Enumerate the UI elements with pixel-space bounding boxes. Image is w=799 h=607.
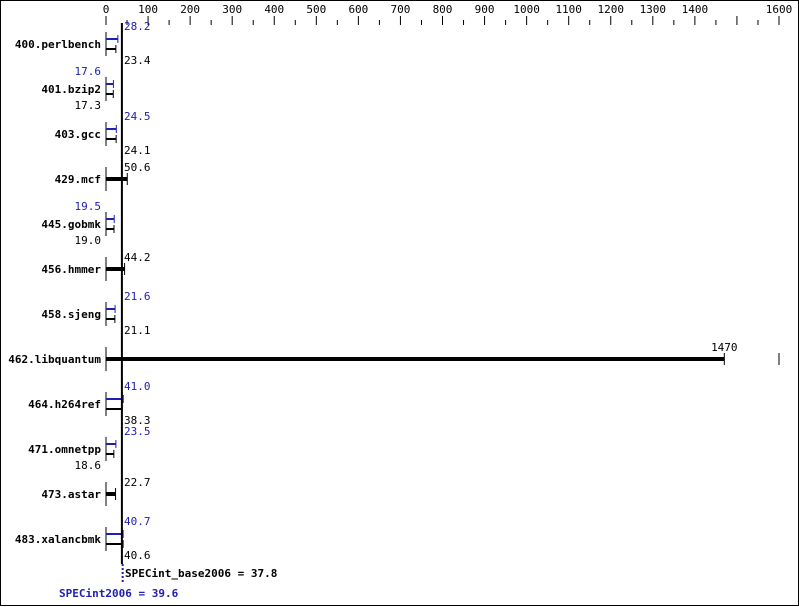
peak-value-label: 19.5 <box>75 200 102 213</box>
category-label: 401.bzip2 <box>41 83 101 96</box>
x-tick-label: 700 <box>391 3 411 16</box>
category-label: 462.libquantum <box>8 353 101 366</box>
peak-value-label: 40.7 <box>124 515 151 528</box>
base-value-label: 19.0 <box>75 234 102 247</box>
base-value-label: 23.4 <box>124 54 151 67</box>
x-tick-label: 100 <box>138 3 158 16</box>
base-value-label: 38.3 <box>124 414 151 427</box>
category-label: 403.gcc <box>55 128 101 141</box>
category-label: 483.xalancbmk <box>15 533 101 546</box>
x-tick-label: 1300 <box>640 3 667 16</box>
x-tick-label: 600 <box>348 3 368 16</box>
base-value-label: 40.6 <box>124 549 151 562</box>
category-label: 429.mcf <box>55 173 101 186</box>
category-label: 400.perlbench <box>15 38 101 51</box>
base-value-label: 24.1 <box>124 144 151 157</box>
base-value-label: 50.6 <box>124 161 151 174</box>
x-tick-label: 500 <box>306 3 326 16</box>
x-tick-label: 900 <box>475 3 495 16</box>
peak-value-label: 28.2 <box>124 20 151 33</box>
x-tick-label: 200 <box>180 3 200 16</box>
x-tick-label: 300 <box>222 3 242 16</box>
base-value-label: 17.3 <box>75 99 102 112</box>
peak-value-label: 17.6 <box>75 65 102 78</box>
x-tick-label: 1400 <box>682 3 709 16</box>
category-label: 456.hmmer <box>41 263 101 276</box>
x-tick-label: 0 <box>103 3 110 16</box>
x-tick-label: 1000 <box>513 3 540 16</box>
peak-value-label: 21.6 <box>124 290 151 303</box>
category-label: 471.omnetpp <box>28 443 101 456</box>
x-tick-label: 800 <box>433 3 453 16</box>
base-value-label: 18.6 <box>75 459 102 472</box>
base-value-label: 1470 <box>711 341 738 354</box>
x-tick-label: 400 <box>264 3 284 16</box>
x-tick-label: 1200 <box>598 3 625 16</box>
peak-reference-label: SPECint2006 = 39.6 <box>59 587 179 600</box>
category-label: 445.gobmk <box>41 218 101 231</box>
peak-value-label: 24.5 <box>124 110 151 123</box>
category-label: 473.astar <box>41 488 101 501</box>
peak-value-label: 23.5 <box>124 425 151 438</box>
category-label: 464.h264ref <box>28 398 101 411</box>
base-value-label: 21.1 <box>124 324 151 337</box>
category-label: 458.sjeng <box>41 308 101 321</box>
x-tick-label: 1600 <box>766 3 793 16</box>
base-reference-label: SPECint_base2006 = 37.8 <box>125 567 277 580</box>
peak-value-label: 41.0 <box>124 380 151 393</box>
x-tick-label: 1100 <box>555 3 582 16</box>
base-value-label: 44.2 <box>124 251 151 264</box>
base-value-label: 22.7 <box>124 476 151 489</box>
